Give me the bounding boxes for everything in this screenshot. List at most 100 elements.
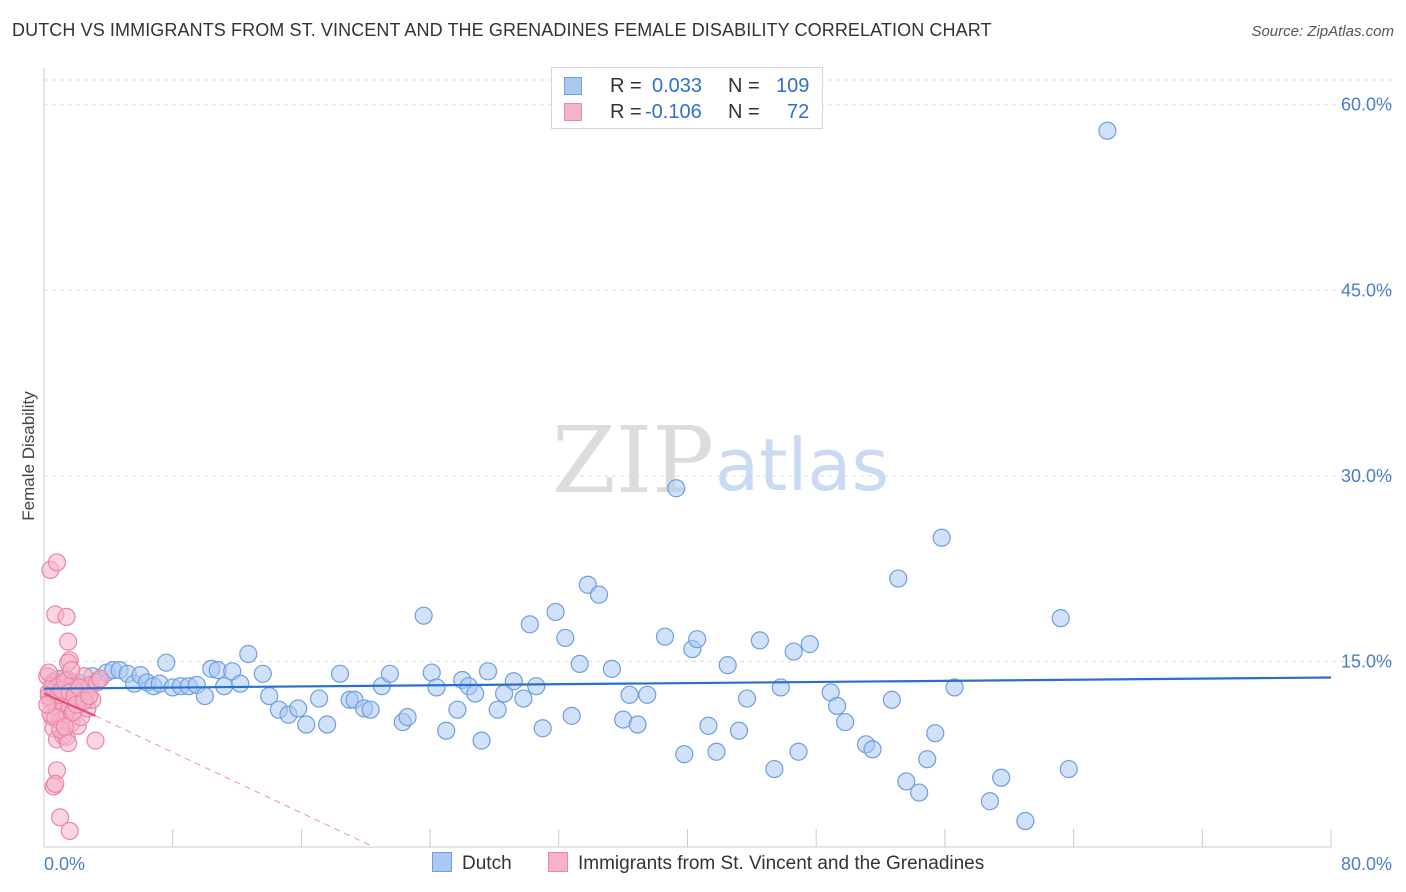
svg-point [91, 669, 110, 688]
dutch-point [437, 721, 456, 740]
svg-trend-line-extended [95, 715, 375, 848]
dutch-point [1051, 609, 1070, 628]
watermark-atlas: atlas [715, 423, 889, 507]
dutch-point [638, 685, 657, 704]
dutch-point [932, 528, 951, 547]
chart-title: DUTCH VS IMMIGRANTS FROM ST. VINCENT AND… [12, 20, 992, 40]
dutch-point [889, 569, 908, 588]
dutch-point [570, 654, 589, 674]
y-tick-label: 45.0% [1341, 280, 1392, 300]
svg-point [57, 607, 76, 627]
dutch-point [231, 674, 250, 693]
dutch-point [800, 635, 819, 654]
dutch-point [910, 783, 929, 802]
svg-trend-line [43, 692, 96, 717]
x-tick-labels: 0.0% 80.0% [44, 854, 1392, 874]
dutch-swatch [432, 852, 452, 872]
r-value: 0.033 [652, 75, 703, 97]
x-tick-label-min: 0.0% [44, 854, 85, 874]
dutch-point [863, 740, 882, 759]
dutch-point [361, 700, 380, 719]
dutch-point [239, 644, 258, 664]
dutch-point [556, 628, 575, 648]
dutch-trend-line [43, 676, 1332, 690]
watermark: ZIP atlas [552, 407, 889, 514]
svg-point [86, 731, 105, 750]
dutch-point [527, 677, 546, 696]
watermark-zip: ZIP [552, 407, 714, 514]
svg-point [47, 553, 66, 572]
dutch-point [380, 664, 399, 683]
dutch-point [992, 768, 1011, 787]
dutch-point [488, 700, 507, 719]
legend-label: Dutch [462, 853, 512, 874]
legend-item-svg: Immigrants from St. Vincent and the Gren… [548, 852, 984, 875]
dutch-point [1098, 121, 1117, 140]
dutch-point [707, 742, 726, 761]
dutch-point [688, 630, 707, 649]
trend-lines [43, 676, 1332, 848]
legend-item-dutch: Dutch [432, 852, 512, 875]
dutch-point [157, 653, 176, 672]
dutch-point [330, 664, 350, 683]
svg-point [55, 717, 75, 737]
dutch-point [620, 685, 639, 704]
dutch-point [253, 664, 272, 683]
dutch-point [897, 772, 916, 791]
dutch-point [750, 631, 769, 650]
dutch-point [297, 715, 316, 734]
dutch-point [945, 678, 964, 697]
dutch-point [533, 719, 552, 738]
dutch-point [784, 642, 803, 661]
n-label: N = [728, 101, 760, 123]
dutch-point [836, 712, 855, 732]
r-label: R = [610, 101, 642, 123]
n-value: 109 [776, 75, 810, 97]
dutch-point [602, 659, 621, 678]
svg-point [59, 733, 78, 753]
svg-point [60, 821, 79, 841]
dutch-swatch [564, 77, 582, 95]
dutch-point [828, 696, 847, 716]
dutch-point [546, 602, 565, 622]
dutch-point [504, 672, 523, 691]
stats-box: R = 0.033 N = 109 R = -0.106 N = 72 [551, 67, 823, 129]
svg-swatch [548, 852, 568, 872]
svg-point [62, 660, 81, 680]
dutch-point [729, 721, 749, 740]
dutch-point [765, 759, 784, 779]
dutch-point [1059, 759, 1078, 779]
source-label: Source: ZipAtlas.com [1251, 23, 1394, 40]
y-axis-label: Female Disability [19, 391, 38, 521]
svg-point [79, 686, 99, 706]
dutch-point [289, 699, 308, 718]
dutch-point [472, 731, 491, 750]
dutch-point [926, 724, 945, 743]
svg-point [46, 774, 65, 794]
legend: Dutch Immigrants from St. Vincent and th… [0, 852, 1406, 878]
svg-point [50, 808, 70, 827]
n-value: 72 [787, 101, 810, 123]
y-tick-label: 60.0% [1341, 95, 1392, 115]
y-tick-labels: 15.0% 30.0% 45.0% 60.0% [1341, 95, 1392, 672]
y-tick-label: 15.0% [1341, 651, 1392, 671]
dutch-point [718, 656, 737, 675]
dutch-point [1016, 811, 1035, 831]
dutch-point [562, 706, 581, 725]
svg-point [59, 632, 78, 651]
dutch-point [466, 684, 485, 703]
dutch-point [628, 715, 647, 734]
dutch-point [195, 686, 214, 706]
dutch-point [520, 615, 539, 634]
r-value: -0.106 [645, 101, 702, 123]
dutch-point [882, 690, 901, 709]
dutch-point [589, 585, 609, 604]
dutch-point [427, 678, 446, 697]
dutch-point [675, 745, 694, 764]
svg-swatch [564, 103, 582, 121]
dutch-point [789, 742, 808, 761]
dutch-point [667, 479, 686, 498]
svg-point [38, 695, 57, 714]
x-tick-label-max: 80.0% [1341, 854, 1392, 874]
